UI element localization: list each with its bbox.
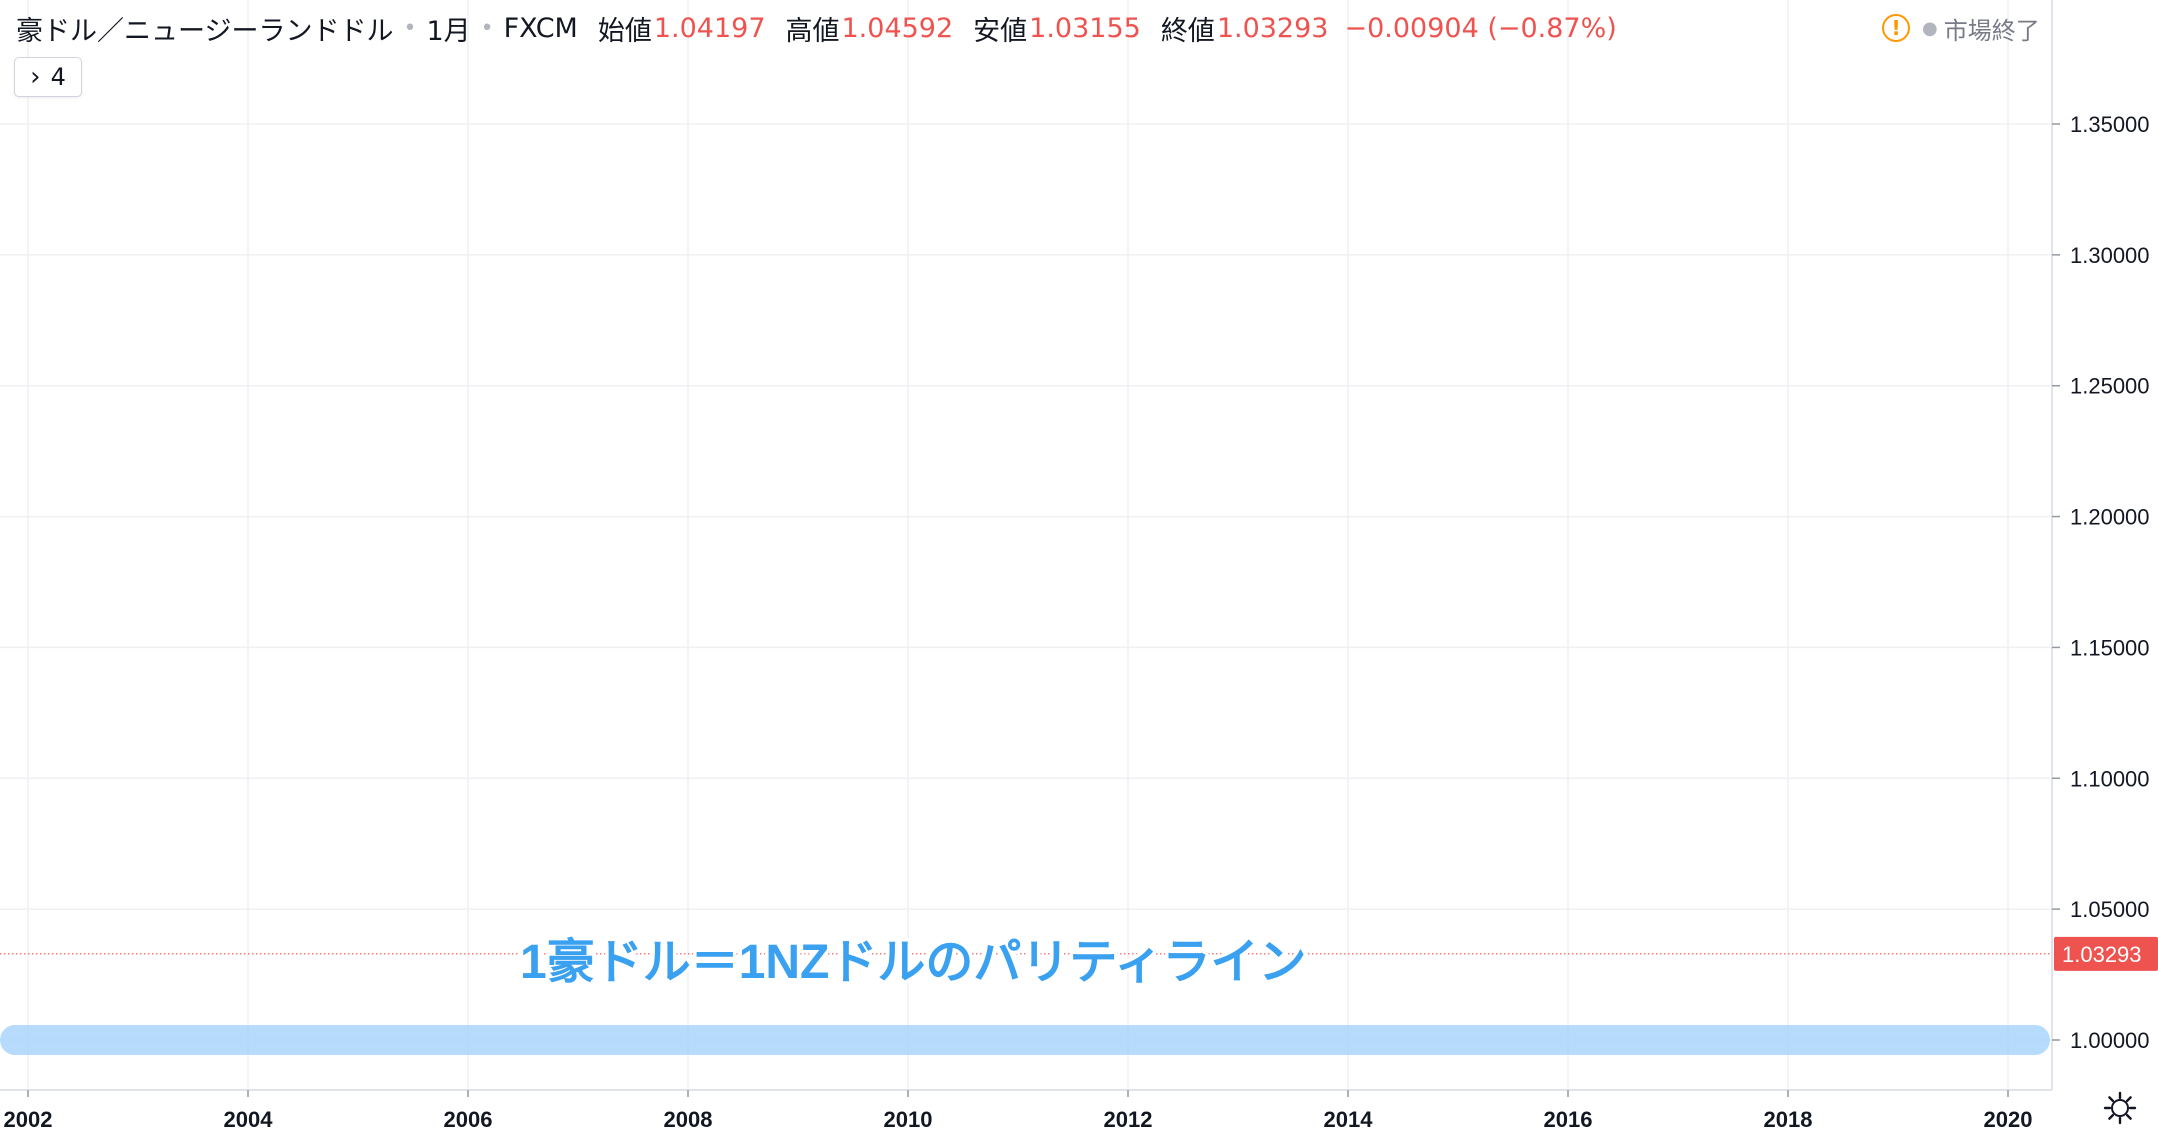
low-label: 安値 [973, 15, 1028, 47]
parity-band-rect [0, 1025, 2050, 1055]
separator-dot: • [403, 15, 417, 41]
market-status[interactable]: ! ● 市場終了 [1882, 10, 2040, 46]
time-tick-label: 2004 [224, 1107, 274, 1132]
low-value: 1.03155 [1029, 12, 1141, 44]
parity-annotation-text: 1豪ドル＝1NZドルのパリティライン [520, 936, 1307, 989]
grid-lines [0, 0, 2052, 1090]
time-tick-label: 2010 [884, 1107, 933, 1132]
time-tick-label: 2014 [1324, 1107, 1374, 1132]
last-price-tag[interactable] [2054, 936, 2158, 971]
indicator-count: 4 [50, 63, 66, 91]
parity-annotation: 1豪ドル＝1NZドルのパリティライン [517, 933, 1311, 993]
time-tick-label: 2008 [664, 1107, 713, 1132]
change-value: −0.00904 (−0.87%) [1344, 12, 1617, 44]
last-price-label: 1.03293 [2062, 942, 2142, 967]
indicators-toggle-button[interactable]: › 4 [14, 57, 82, 97]
gear-icon-svg [2103, 1091, 2137, 1125]
price-tick-label: 1.30000 [2070, 243, 2150, 268]
price-tick-label: 1.10000 [2070, 766, 2150, 791]
time-tick-label: 2016 [1544, 1107, 1593, 1132]
price-tick-label: 1.05000 [2070, 897, 2150, 922]
time-axis[interactable]: 2002 2004 2006 2008 2010 2012 2014 2016 2018 2020 [0, 1089, 2052, 1132]
chevron-right-icon: › [30, 62, 41, 92]
time-tick-label: 2012 [1104, 1107, 1153, 1132]
interval-label[interactable]: 1月 [426, 15, 471, 47]
time-tick-label: 2020 [1984, 1107, 2033, 1132]
price-tick-label: 1.20000 [2070, 505, 2150, 530]
parity-band [0, 1025, 2050, 1055]
open-value: 1.04197 [653, 12, 766, 44]
time-tick-label: 2002 [4, 1107, 53, 1132]
chart-header: 豪ドル／ニュージーランドドル • 1月 • FXCM 始値 1.04197 高値… [16, 8, 1617, 48]
separator-dot: • [480, 15, 494, 41]
gear-icon[interactable] [2100, 1088, 2140, 1128]
symbol-name[interactable]: 豪ドル／ニュージーランドドル [16, 15, 394, 47]
price-tick-label: 1.25000 [2070, 374, 2150, 399]
close-label: 終値 [1160, 15, 1215, 47]
time-tick-label: 2006 [444, 1107, 493, 1132]
exchange-label: FXCM [503, 12, 578, 44]
status-dot-icon: ● [1922, 17, 1938, 39]
time-tick-label: 2018 [1764, 1107, 1813, 1132]
price-tick-label: 1.15000 [2070, 635, 2150, 660]
close-value: 1.03293 [1216, 12, 1329, 44]
high-label: 高値 [785, 15, 840, 47]
price-tick-label: 1.35000 [2070, 112, 2150, 137]
market-status-text: 市場終了 [1943, 16, 2040, 45]
open-label: 始値 [597, 15, 652, 47]
price-tick-label: 1.00000 [2070, 1028, 2150, 1053]
price-axis[interactable]: 1.35000 1.30000 1.25000 1.20000 1.15000 1.100… [2051, 0, 2158, 1090]
high-value: 1.04592 [841, 12, 954, 44]
warning-icon[interactable]: ! [1882, 14, 1910, 42]
